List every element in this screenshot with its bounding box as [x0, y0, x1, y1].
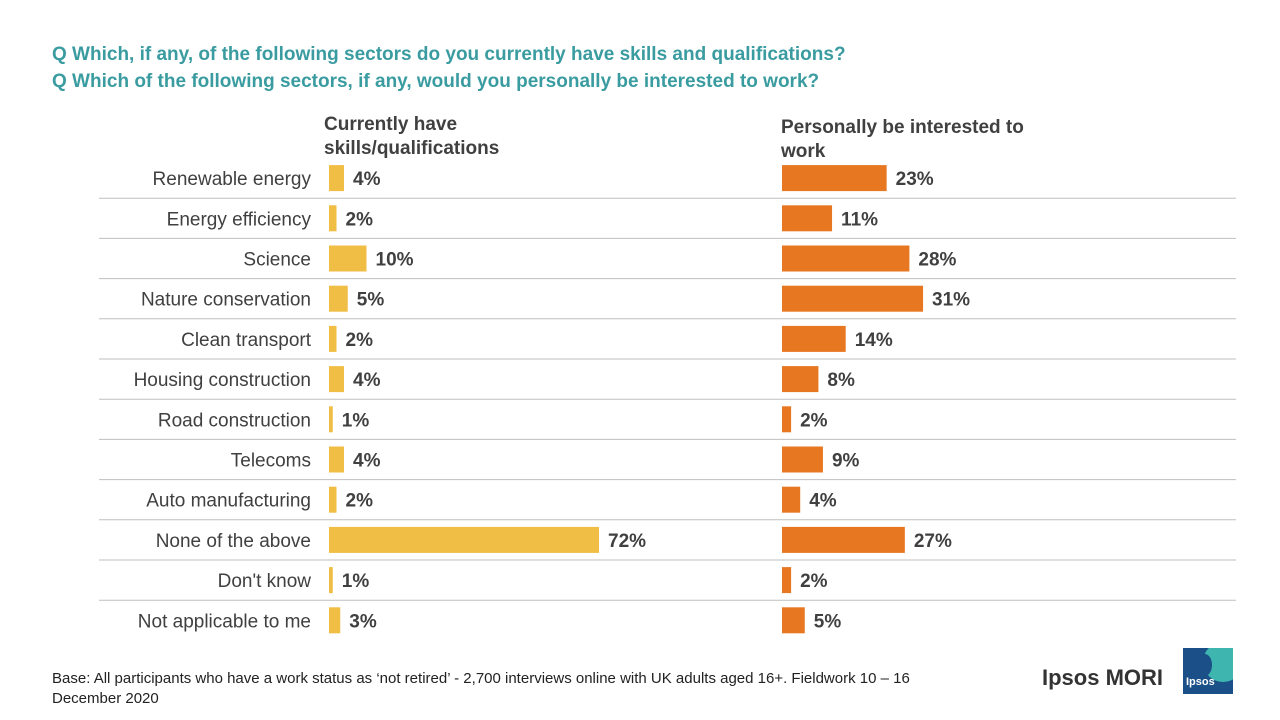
bar-interested: [782, 446, 823, 473]
bar-interested: [782, 607, 805, 634]
ipsos-logo-mark: Ipsos: [1186, 676, 1215, 688]
bar-skills: [329, 486, 337, 513]
bar-skills: [329, 205, 337, 232]
category-label: Renewable energy: [153, 169, 312, 190]
value-label-skills: 3%: [349, 611, 377, 632]
category-label: Road construction: [158, 410, 311, 431]
value-label-skills: 10%: [376, 250, 414, 271]
value-label-interested: 2%: [800, 571, 828, 592]
value-label-interested: 9%: [832, 451, 860, 472]
bar-interested: [782, 366, 819, 393]
value-label-interested: 8%: [827, 370, 855, 391]
category-label: None of the above: [156, 531, 311, 552]
bar-skills: [329, 526, 599, 553]
question-1: Q Which, if any, of the following sector…: [52, 44, 846, 65]
category-label: Energy efficiency: [167, 209, 312, 230]
value-label-interested: 14%: [855, 330, 893, 351]
bar-skills: [329, 366, 344, 393]
value-label-interested: 28%: [918, 250, 956, 271]
value-label-interested: 31%: [932, 290, 970, 311]
bar-interested: [782, 285, 924, 312]
ipsos-mori-logo-text: Ipsos MORI: [1042, 665, 1164, 690]
value-label-interested: 4%: [809, 491, 837, 512]
value-label-skills: 72%: [608, 531, 646, 552]
value-label-interested: 5%: [814, 611, 842, 632]
series-header-skills: Currently have skills/qualifications: [324, 114, 500, 159]
bar-skills: [329, 285, 348, 312]
bar-skills: [329, 446, 344, 473]
value-label-interested: 23%: [896, 169, 934, 190]
value-label-skills: 4%: [353, 169, 381, 190]
category-label: Nature conservation: [141, 290, 311, 311]
category-label: Auto manufacturing: [146, 491, 311, 512]
ipsos-logo-icon: Ipsos: [1183, 648, 1233, 694]
value-label-skills: 2%: [346, 491, 374, 512]
bar-interested: [782, 205, 833, 232]
bar-skills: [329, 245, 367, 272]
category-label: Telecoms: [231, 451, 311, 472]
bar-interested: [782, 245, 910, 272]
bar-interested: [782, 325, 846, 352]
value-label-interested: 2%: [800, 410, 828, 431]
bar-interested: [782, 406, 792, 433]
bar-interested: [782, 526, 905, 553]
bar-skills: [329, 607, 341, 634]
value-label-skills: 2%: [346, 330, 374, 351]
bar-skills: [329, 325, 337, 352]
base-footnote: Base: All participants who have a work s…: [52, 670, 910, 707]
value-label-interested: 11%: [841, 209, 878, 230]
value-label-skills: 5%: [357, 290, 385, 311]
category-label: Not applicable to me: [138, 611, 311, 632]
category-label: Don't know: [218, 571, 312, 592]
value-label-skills: 4%: [353, 451, 381, 472]
value-label-skills: 1%: [342, 410, 370, 431]
series-header-interested: Personally be interested to work: [781, 117, 1024, 162]
value-label-skills: 2%: [346, 209, 374, 230]
category-label: Housing construction: [134, 370, 311, 391]
value-label-skills: 4%: [353, 370, 381, 391]
bar-interested: [782, 165, 887, 192]
bar-interested: [782, 567, 792, 594]
value-label-interested: 27%: [914, 531, 952, 552]
question-2: Q Which of the following sectors, if any…: [52, 71, 820, 92]
bar-skills: [329, 567, 333, 594]
category-label: Science: [243, 250, 311, 271]
bar-skills: [329, 406, 333, 433]
bar-interested: [782, 486, 801, 513]
bar-skills: [329, 165, 344, 192]
value-label-skills: 1%: [342, 571, 370, 592]
category-label: Clean transport: [181, 330, 312, 351]
